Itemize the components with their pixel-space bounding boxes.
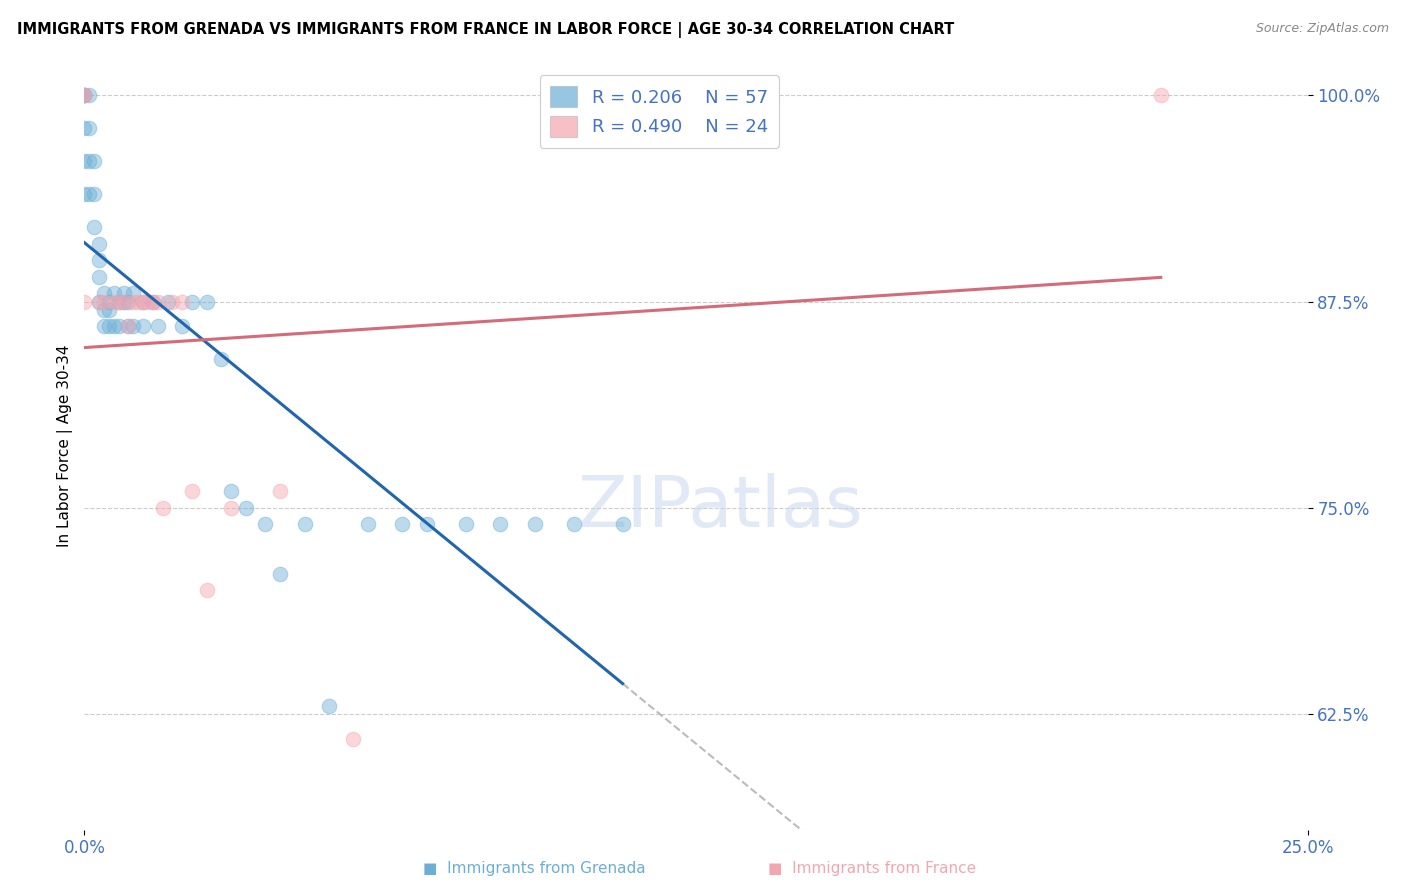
Point [93, 286, 115, 301]
Point [254, 517, 277, 532]
Point [73, 88, 96, 103]
Point [142, 294, 165, 309]
Point [156, 294, 179, 309]
Point [87, 294, 110, 309]
Text: Source: ZipAtlas.com: Source: ZipAtlas.com [1256, 22, 1389, 36]
Point [454, 517, 477, 532]
Point [107, 294, 129, 309]
Point [391, 517, 413, 532]
Point [73, 88, 96, 103]
Point [195, 583, 218, 598]
Point [93, 319, 115, 334]
Y-axis label: In Labor Force | Age 30-34: In Labor Force | Age 30-34 [58, 344, 73, 548]
Point [117, 319, 139, 334]
Point [87, 236, 110, 251]
Point [112, 294, 135, 309]
Point [489, 517, 512, 532]
Point [152, 500, 174, 515]
Point [93, 294, 115, 309]
Point [73, 88, 96, 103]
Point [77, 187, 100, 202]
Point [132, 319, 155, 334]
Point [146, 294, 169, 309]
Point [73, 187, 96, 202]
Point [1150, 88, 1173, 103]
Point [318, 698, 340, 713]
Point [357, 517, 380, 532]
Legend: R = 0.206    N = 57, R = 0.490    N = 24: R = 0.206 N = 57, R = 0.490 N = 24 [540, 75, 779, 148]
Point [87, 294, 110, 309]
Point [93, 302, 115, 317]
Point [294, 517, 316, 532]
Point [73, 154, 96, 169]
Point [209, 352, 232, 367]
Point [77, 154, 100, 169]
Point [195, 294, 218, 309]
Point [235, 500, 257, 515]
Point [122, 319, 145, 334]
Point [77, 121, 100, 136]
Point [132, 294, 155, 309]
Point [562, 517, 585, 532]
Point [97, 294, 120, 309]
Point [142, 294, 165, 309]
Point [103, 286, 125, 301]
Point [181, 484, 204, 499]
Point [132, 294, 155, 309]
Point [127, 294, 149, 309]
Point [112, 286, 135, 301]
Point [87, 253, 110, 268]
Text: ■  Immigrants from Grenada: ■ Immigrants from Grenada [423, 861, 645, 876]
Point [122, 294, 145, 309]
Point [97, 302, 120, 317]
Text: ZIPatlas: ZIPatlas [578, 473, 863, 541]
Point [269, 566, 291, 581]
Point [342, 731, 364, 746]
Point [117, 294, 139, 309]
Point [107, 319, 129, 334]
Point [523, 517, 546, 532]
Point [73, 88, 96, 103]
Point [612, 517, 634, 532]
Point [172, 294, 194, 309]
Point [83, 187, 105, 202]
Point [103, 319, 125, 334]
Point [416, 517, 439, 532]
Point [83, 154, 105, 169]
Point [172, 319, 194, 334]
Point [181, 294, 204, 309]
Point [73, 294, 96, 309]
Point [136, 294, 159, 309]
Point [117, 319, 139, 334]
Point [87, 269, 110, 284]
Point [122, 286, 145, 301]
Point [77, 88, 100, 103]
Point [107, 294, 129, 309]
Point [83, 220, 105, 235]
Point [219, 484, 242, 499]
Point [219, 500, 242, 515]
Point [103, 294, 125, 309]
Point [73, 88, 96, 103]
Point [269, 484, 291, 499]
Point [162, 294, 184, 309]
Point [73, 121, 96, 136]
Text: ■  Immigrants from France: ■ Immigrants from France [768, 861, 976, 876]
Text: IMMIGRANTS FROM GRENADA VS IMMIGRANTS FROM FRANCE IN LABOR FORCE | AGE 30-34 COR: IMMIGRANTS FROM GRENADA VS IMMIGRANTS FR… [17, 22, 955, 38]
Point [146, 319, 169, 334]
Point [97, 319, 120, 334]
Point [112, 294, 135, 309]
